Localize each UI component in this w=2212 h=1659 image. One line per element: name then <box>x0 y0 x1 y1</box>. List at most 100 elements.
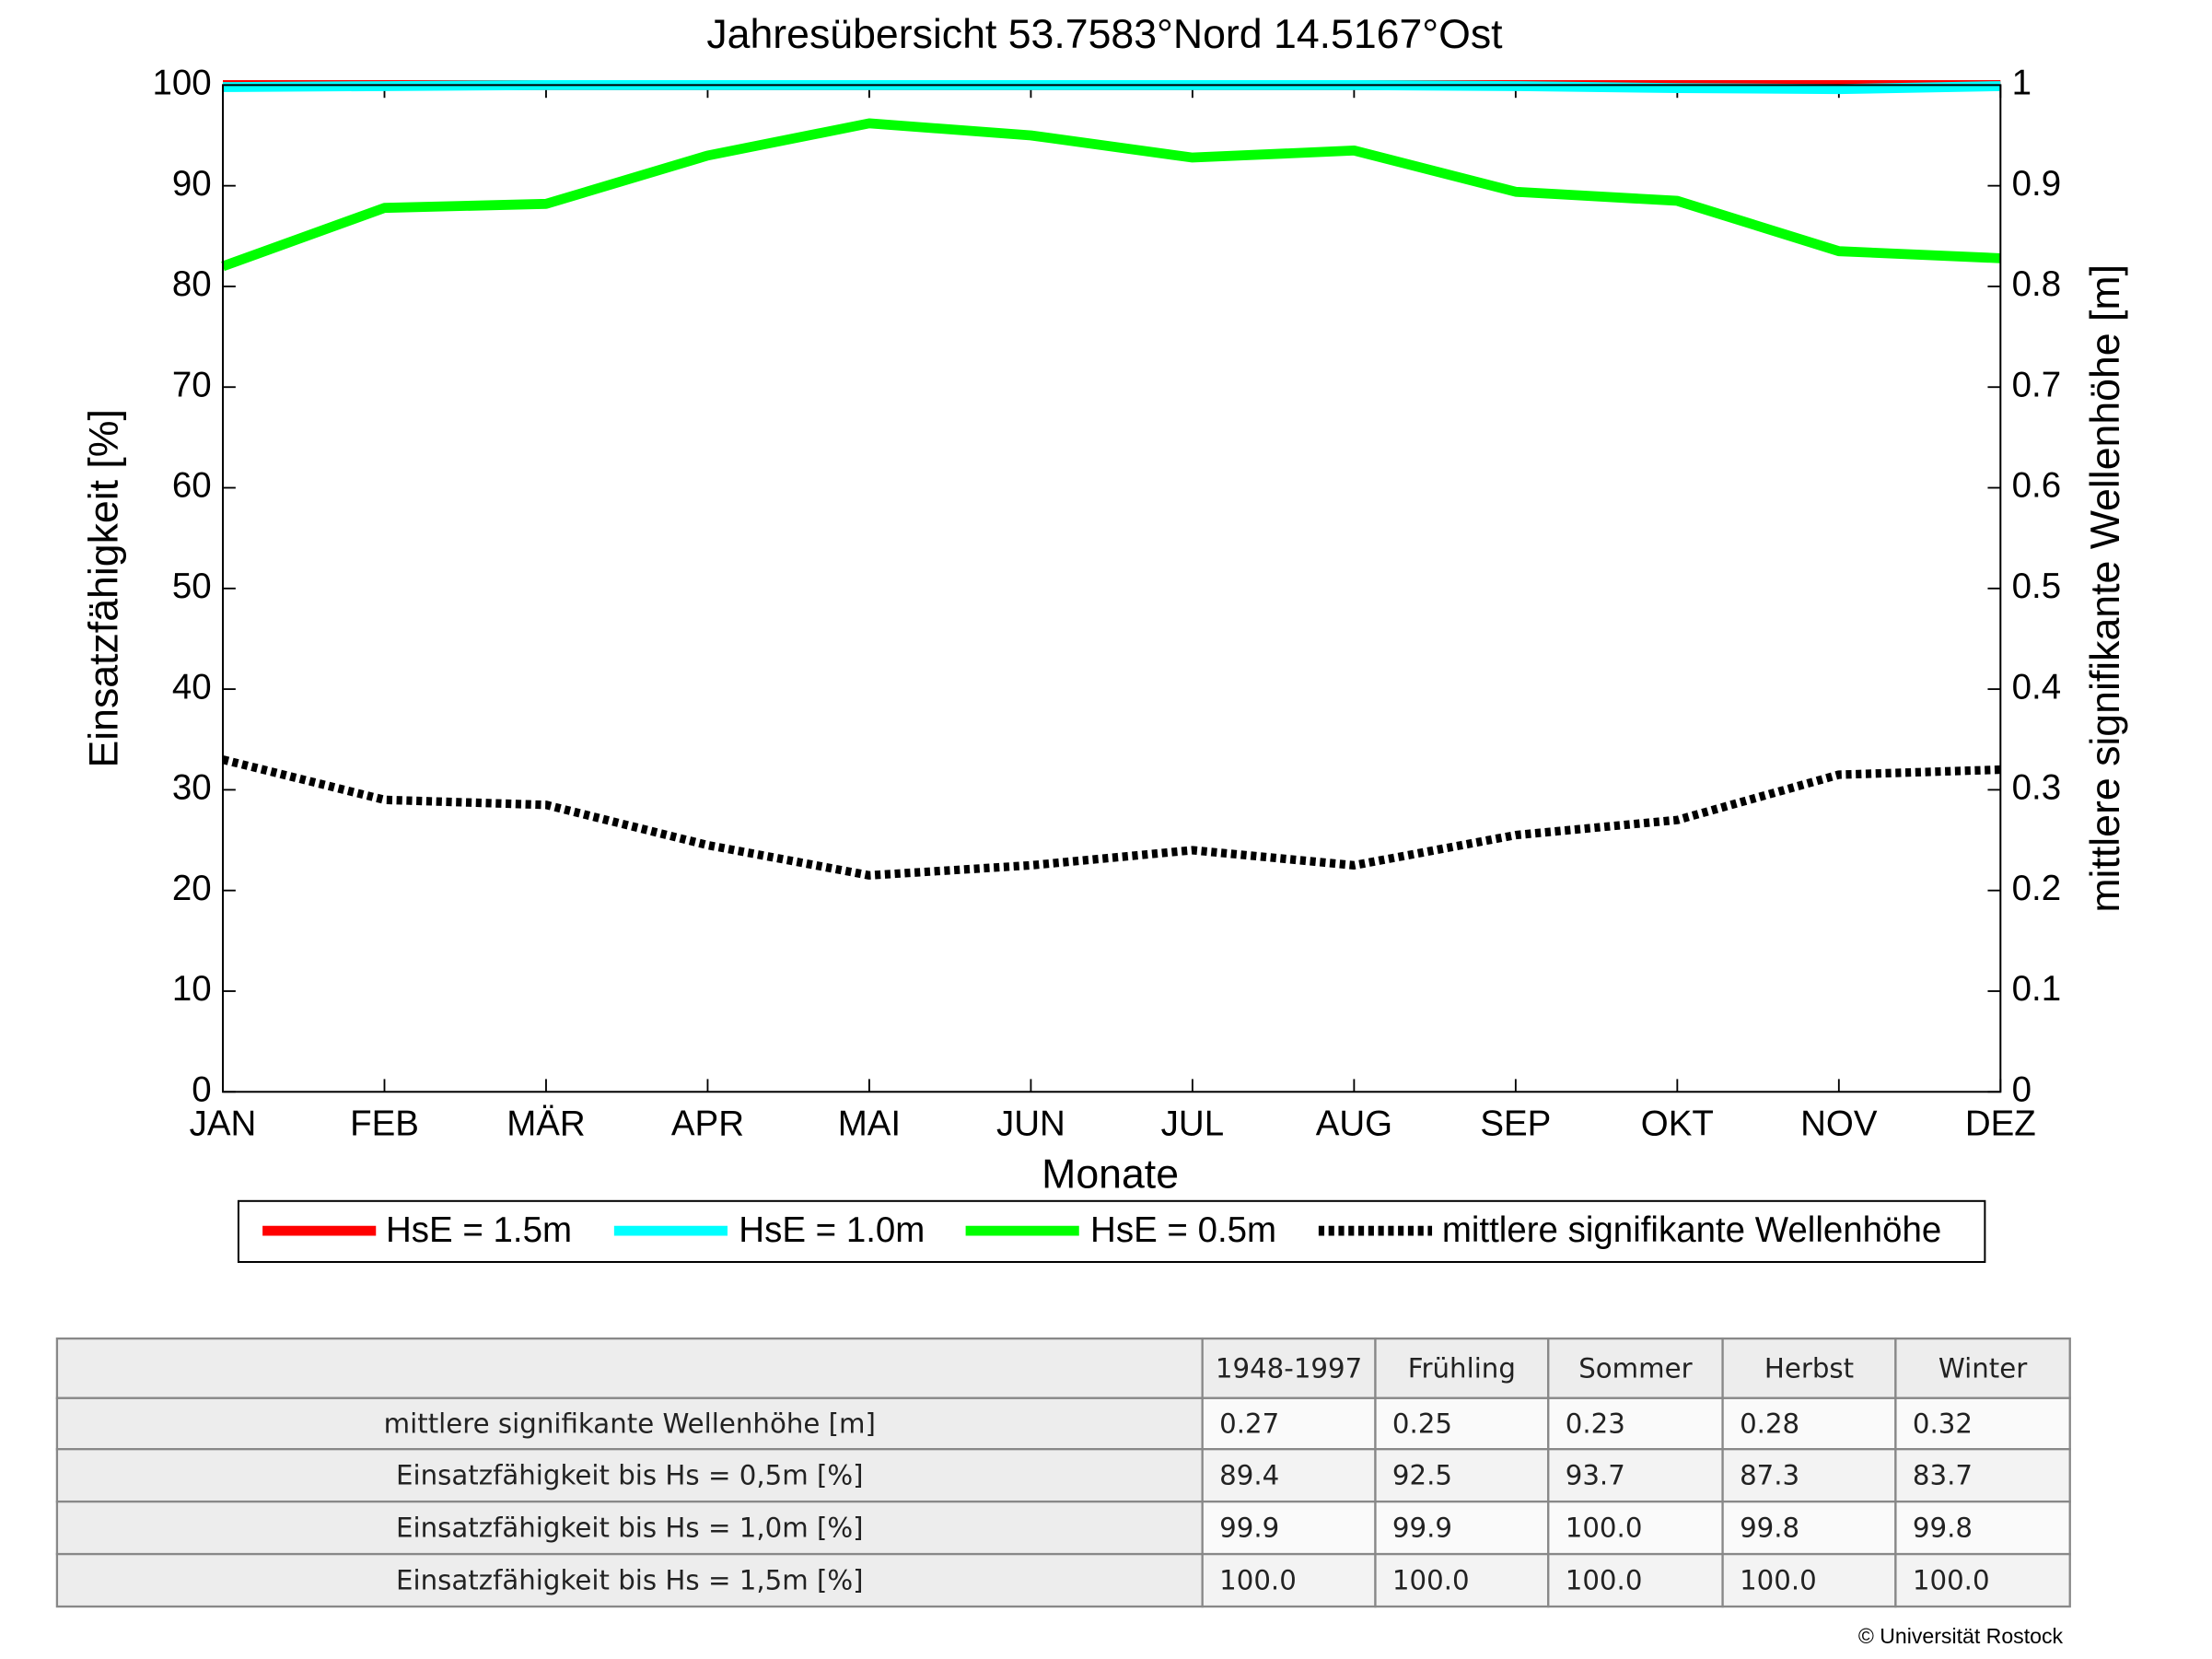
y2-tick-label: 0.9 <box>2012 164 2061 204</box>
y-tick-label: 40 <box>172 667 212 707</box>
chart-title: Jahresübersicht 53.7583°Nord 14.5167°Ost <box>706 12 1503 57</box>
table-cell <box>1894 1337 2071 1399</box>
plot-frame <box>222 84 2002 1093</box>
column-header: Sommer <box>1578 1352 1693 1384</box>
x-tick-label: AUG <box>1316 1104 1392 1143</box>
y2-tick-label: 0.5 <box>2012 567 2061 606</box>
legend-box <box>237 1199 1986 1263</box>
y-axis-label: Einsatzfähigkeit [%] <box>82 409 127 767</box>
legend-label: HsE = 1.0m <box>739 1210 925 1250</box>
table-cell <box>1374 1396 1550 1451</box>
table-value: 100.0 <box>1219 1565 1297 1596</box>
y-tick-label: 70 <box>172 365 212 404</box>
table-cell <box>55 1448 1204 1503</box>
table-value: 99.9 <box>1219 1513 1279 1544</box>
y-tick-label: 10 <box>172 969 212 1009</box>
table-cell <box>1374 1337 1550 1399</box>
x-tick-label: JAN <box>190 1104 257 1143</box>
table-value: 0.32 <box>1913 1408 1973 1440</box>
table-value: 0.28 <box>1740 1408 1799 1440</box>
table-cell <box>1894 1552 2071 1608</box>
y-tick-label: 20 <box>172 869 212 908</box>
y2-tick-label: 1 <box>2012 64 2032 103</box>
table-value: 99.9 <box>1392 1513 1452 1544</box>
x-tick-label: JUN <box>996 1104 1065 1143</box>
table-cell <box>1374 1552 1550 1608</box>
legend-label: HsE = 1.5m <box>386 1210 572 1250</box>
table-value: 0.27 <box>1219 1408 1279 1440</box>
table-value: 83.7 <box>1913 1460 1973 1491</box>
x-tick-label: JUL <box>1161 1104 1224 1143</box>
y-tick-label: 80 <box>172 264 212 304</box>
column-header: Herbst <box>1764 1352 1854 1384</box>
table-value: 100.0 <box>1740 1565 1817 1596</box>
table-value: 92.5 <box>1392 1460 1452 1491</box>
copyright: © Universität Rostock <box>1858 1624 2064 1648</box>
table-value: 93.7 <box>1566 1460 1625 1491</box>
table-cell <box>1201 1337 1377 1399</box>
table-value: 100.0 <box>1566 1565 1643 1596</box>
x-tick-label: MAI <box>838 1104 901 1143</box>
y2-axis-label: mittlere signifikante Wellenhöhe [m] <box>2083 264 2128 913</box>
y2-tick-label: 0.6 <box>2012 466 2061 506</box>
column-header: Winter <box>1938 1352 2028 1384</box>
y2-tick-label: 0.3 <box>2012 768 2061 808</box>
x-tick-label: SEP <box>1480 1104 1551 1143</box>
series-line <box>221 755 2001 880</box>
y2-tick-label: 0 <box>2012 1069 2032 1109</box>
table-cell <box>1201 1448 1377 1503</box>
table-cell <box>1547 1337 1724 1399</box>
column-header: Frühling <box>1408 1352 1516 1384</box>
table-value: 100.0 <box>1566 1513 1643 1544</box>
y-tick-label: 50 <box>172 567 212 606</box>
row-label: mittlere signifikante Wellenhöhe [m] <box>384 1408 876 1440</box>
table-cell <box>55 1396 1204 1451</box>
row-label: Einsatzfähigkeit bis Hs = 0,5m [%] <box>396 1460 864 1491</box>
legend-label: HsE = 0.5m <box>1090 1210 1276 1250</box>
table-value: 0.25 <box>1392 1408 1452 1440</box>
y2-tick-label: 0.2 <box>2012 869 2061 908</box>
x-tick-label: APR <box>671 1104 744 1143</box>
y2-tick-label: 0.8 <box>2012 264 2061 304</box>
table-value: 99.8 <box>1913 1513 1973 1544</box>
x-tick-label: NOV <box>1800 1104 1878 1143</box>
legend-label: mittlere signifikante Wellenhöhe <box>1442 1210 1941 1250</box>
y-tick-label: 90 <box>172 164 212 204</box>
row-label: Einsatzfähigkeit bis Hs = 1,5m [%] <box>396 1565 864 1596</box>
y-tick-label: 30 <box>172 768 212 808</box>
y-tick-label: 100 <box>153 64 212 103</box>
table-cell <box>1721 1337 1897 1399</box>
table-cell <box>1894 1396 2071 1451</box>
y2-tick-label: 0.4 <box>2012 667 2061 707</box>
series-line <box>221 118 2001 272</box>
table-cell <box>1374 1448 1550 1503</box>
table-value: 99.8 <box>1740 1513 1799 1544</box>
table-cell <box>55 1552 1204 1608</box>
table-value: 87.3 <box>1740 1460 1799 1491</box>
y2-tick-label: 0.1 <box>2012 969 2061 1009</box>
table-value: 100.0 <box>1913 1565 1990 1596</box>
table: 1948-1997 Frühling Sommer Herbst Winter mittl… <box>55 1337 2071 1608</box>
table-cell <box>1201 1552 1377 1608</box>
y-tick-label: 0 <box>192 1069 211 1109</box>
x-tick-label: MÄR <box>506 1104 585 1143</box>
table-cell <box>1721 1500 1897 1556</box>
column-header: 1948-1997 <box>1216 1352 1362 1384</box>
x-tick-label: DEZ <box>1965 1104 2036 1143</box>
table-cell <box>1201 1396 1377 1451</box>
y2-tick-label: 0.7 <box>2012 365 2061 404</box>
row-label: Einsatzfähigkeit bis Hs = 1,0m [%] <box>396 1513 864 1544</box>
y-tick-label: 60 <box>172 466 212 506</box>
x-axis-label: Monate <box>1042 1151 1179 1197</box>
table-value: 0.23 <box>1566 1408 1625 1440</box>
table-cell <box>1547 1500 1724 1556</box>
table-value: 100.0 <box>1392 1565 1470 1596</box>
x-tick-label: OKT <box>1641 1104 1714 1143</box>
table-value: 89.4 <box>1219 1460 1279 1491</box>
table-cell <box>55 1337 1204 1399</box>
x-tick-label: FEB <box>350 1104 419 1143</box>
table-cell <box>1547 1552 1724 1608</box>
table-cell <box>1721 1448 1897 1503</box>
